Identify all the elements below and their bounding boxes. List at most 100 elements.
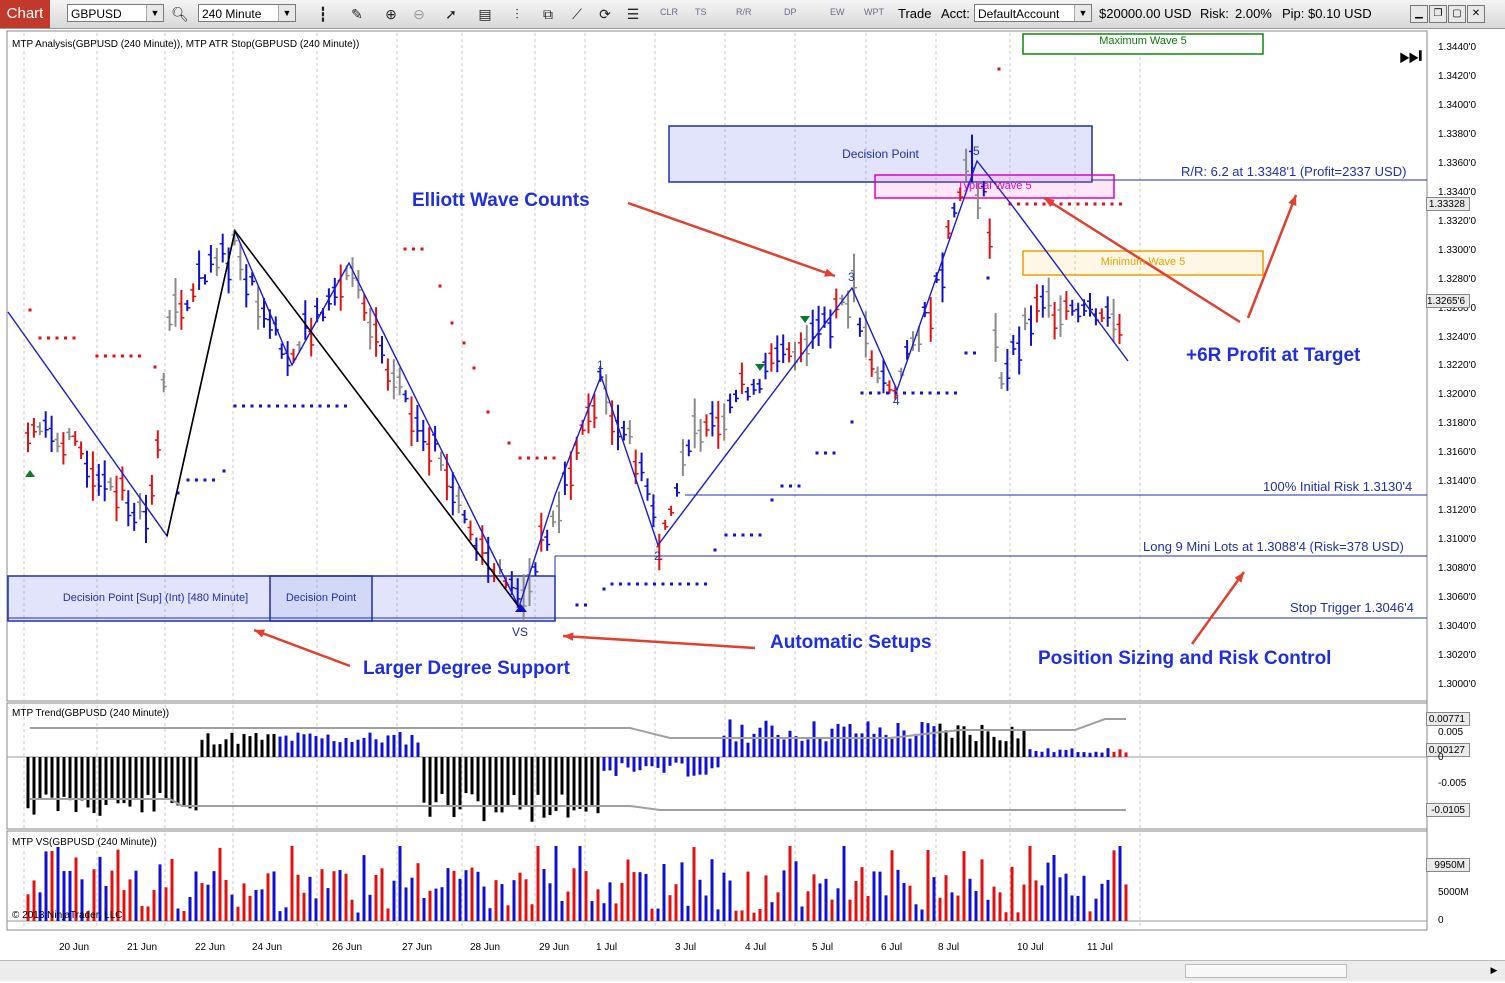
atr-stop-dot xyxy=(850,420,854,424)
atr-stop-dot xyxy=(552,456,556,460)
atr-stop-dot xyxy=(695,582,699,586)
atr-stop-dot xyxy=(259,404,262,408)
dp-button[interactable]: DP xyxy=(784,7,797,17)
date-axis-label: 11 Jul xyxy=(1087,942,1113,953)
go-right-icon[interactable]: ⏭ xyxy=(1399,40,1423,70)
date-axis-label: 4 Jul xyxy=(745,942,767,953)
price-axis-label: 1.3200'0 xyxy=(1438,389,1477,401)
price-axis-label: 1.3320'0 xyxy=(1438,215,1477,227)
annotation-arrowhead xyxy=(563,632,574,641)
bar-style-icon[interactable]: ┇ xyxy=(318,6,328,22)
scrollbar-thumb[interactable] xyxy=(1185,964,1347,978)
atr-stop-dot xyxy=(186,478,190,482)
interval-value: 240 Minute xyxy=(202,7,262,21)
atr-stop-dot xyxy=(55,336,59,340)
typical-wave5-label: Typical Wave 5 xyxy=(957,180,1032,192)
price-axis-label: 1.3040'0 xyxy=(1438,621,1477,632)
atr-stop-dot xyxy=(544,456,547,460)
rr-button[interactable]: R/R xyxy=(736,7,752,17)
price-axis-label: 1.3080'0 xyxy=(1438,563,1477,575)
price-panel-title: MTP Analysis(GBPUSD (240 Minute)), MTP A… xyxy=(12,39,360,50)
date-axis-label: 22 Jun xyxy=(195,942,226,953)
date-axis-label: 29 Jun xyxy=(539,942,570,953)
price-axis-label: 1.3260'0 xyxy=(1438,303,1476,314)
trend-upper-tag: 0.00771 xyxy=(1426,712,1470,726)
interval-select[interactable]: 240 Minute ▼ xyxy=(198,4,296,22)
refresh-icon[interactable]: ⟳ xyxy=(599,6,611,22)
atr-stop-dot xyxy=(920,391,923,395)
trade-button[interactable]: Trade xyxy=(898,6,932,21)
current-price-tag: 1.3265'6 xyxy=(1426,294,1470,308)
drawing-icon[interactable]: ✎ xyxy=(351,6,363,22)
wpt-button[interactable]: WPT xyxy=(864,7,884,17)
close-icon[interactable]: ✕ xyxy=(1467,5,1485,23)
atr-stop-dot xyxy=(138,354,141,358)
price-axis-label: 1.3000'0 xyxy=(1438,678,1477,690)
annotation-arrow xyxy=(253,628,351,668)
account-value: DefaultAccount xyxy=(978,7,1060,21)
atr-stop-dot xyxy=(518,456,522,460)
risk-value[interactable]: 2.00% xyxy=(1235,6,1272,21)
max-wave5-label: Maximum Wave 5 xyxy=(1099,35,1187,47)
data-box-icon[interactable]: ▤ xyxy=(478,6,492,22)
horizontal-scrollbar[interactable]: ▶ xyxy=(0,960,1505,981)
annotation-arrowhead xyxy=(1288,195,1297,206)
atr-stop-dot xyxy=(203,478,207,482)
annotation-larger-degree-support: Larger Degree Support xyxy=(363,658,570,679)
atr-stop-dot xyxy=(780,484,784,488)
strategies-icon[interactable]: ⧉ xyxy=(543,6,553,22)
atr-stop-dot xyxy=(212,478,215,482)
atr-stop-dot xyxy=(318,404,322,408)
atr-stop-dot xyxy=(250,404,254,408)
long-position-label: Long 9 Mini Lots at 1.3088'4 (Risk=378 U… xyxy=(1143,539,1404,554)
annotation-profit-at-target: +6R Profit at Target xyxy=(1186,345,1361,366)
price-axis-label: 1.3400'0 xyxy=(1438,99,1477,111)
line-tool-icon[interactable]: ⟋ xyxy=(572,6,582,22)
wave-2-label: 2 xyxy=(654,549,661,563)
properties-icon[interactable]: ☰ xyxy=(626,6,640,22)
restore-icon[interactable]: ❐ xyxy=(1429,5,1447,23)
date-axis-label: 6 Jul xyxy=(881,942,903,953)
atr-stop-dot xyxy=(450,321,454,325)
atr-stop-dot xyxy=(222,469,226,473)
atr-stop-dot xyxy=(327,404,330,408)
indicators-icon[interactable]: ⫶ xyxy=(515,6,519,22)
atr-stop-dot xyxy=(1017,202,1020,206)
atr-stop-dot xyxy=(64,336,67,340)
pip-label: Pip: xyxy=(1282,6,1305,21)
price-axis-label: 1.3440'0 xyxy=(1438,42,1477,53)
annotation-arrow xyxy=(1043,196,1241,324)
pip-value: $0.10 USD xyxy=(1308,6,1372,21)
atr-stop-dot xyxy=(1008,202,1012,206)
clr-button[interactable]: CLR xyxy=(660,7,679,17)
search-icon[interactable]: 🔍︎ xyxy=(171,6,189,22)
zoom-in-icon[interactable]: ⊕ xyxy=(385,6,397,22)
initial-risk-label: 100% Initial Risk 1.3130'4 xyxy=(1263,479,1413,494)
price-axis-label: 1.3340'0 xyxy=(1438,186,1477,198)
acct-label: Acct: xyxy=(941,6,970,21)
ew-button[interactable]: EW xyxy=(830,7,845,17)
pointer-icon[interactable]: ➚ xyxy=(445,6,457,22)
atr-stop-dot xyxy=(575,603,579,607)
atr-stop-dot xyxy=(176,491,180,495)
atr-stop-dot xyxy=(815,451,819,455)
chart-canvas[interactable] xyxy=(0,29,1505,959)
price-axis-label: 1.3020'0 xyxy=(1438,649,1477,661)
copyright-text: © 2013 NinjaTrader, LLC xyxy=(12,910,123,921)
atr-stop-dot xyxy=(104,354,107,358)
zoom-out-icon[interactable]: ⊖ xyxy=(413,6,425,22)
minimize-icon[interactable]: ▁ xyxy=(1410,5,1428,23)
maximize-icon[interactable]: ▢ xyxy=(1448,5,1466,23)
account-select[interactable]: DefaultAccount ▼ xyxy=(974,4,1092,22)
atr-stop-dot xyxy=(535,456,539,460)
instrument-select[interactable]: GBPUSD ▼ xyxy=(67,4,164,22)
scroll-right-icon[interactable]: ▶ xyxy=(1490,965,1498,975)
min-wave5-label: Minimum Wave 5 xyxy=(1100,256,1186,268)
rr-label: R/R: 6.2 at 1.3348'1 (Profit=2337 USD) xyxy=(1181,164,1407,179)
ts-button[interactable]: TS xyxy=(695,7,707,17)
elliott-wave-line xyxy=(7,159,1129,609)
atr-stop-dot xyxy=(72,336,76,340)
atr-stop-dot xyxy=(527,456,530,460)
date-axis-label: 26 Jun xyxy=(332,942,363,953)
wave-3-label: 3 xyxy=(848,270,855,284)
